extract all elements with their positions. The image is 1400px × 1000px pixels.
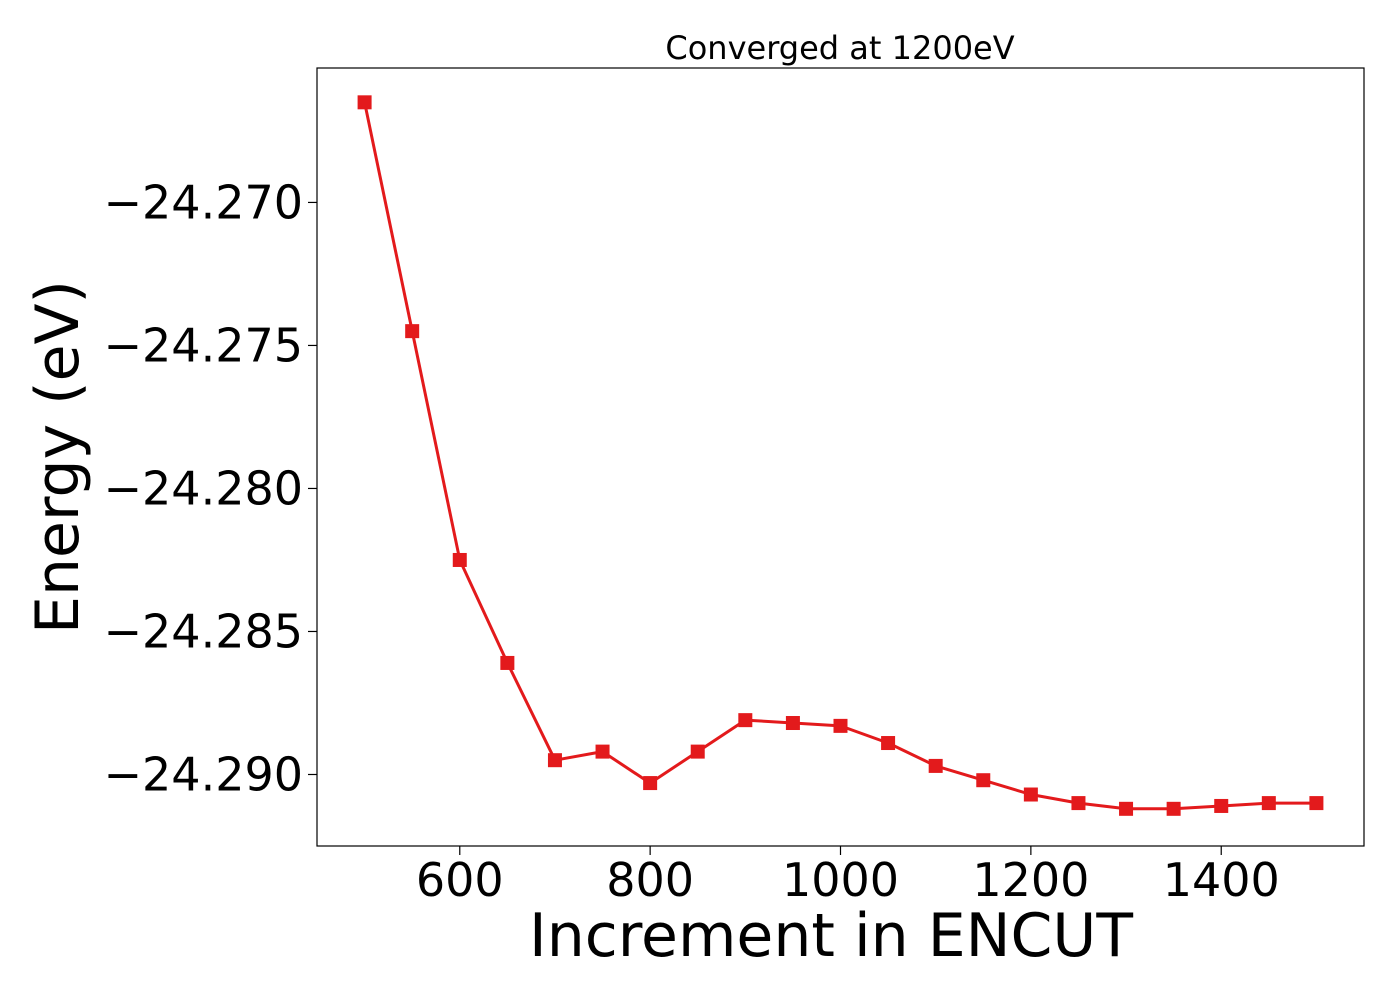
data-point-marker (1309, 796, 1324, 811)
x-tick-label: 600 (416, 853, 504, 907)
x-tick-label: 1000 (782, 853, 899, 907)
chart-title: Converged at 1200eV (665, 29, 1014, 67)
data-point-marker (785, 716, 800, 731)
y-axis: −24.270 −24.275 −24.280 −24.285 −24.290 (104, 175, 317, 801)
data-point-marker (833, 718, 848, 733)
data-point-marker (738, 713, 753, 728)
data-point-marker (452, 552, 467, 567)
data-point-marker (1071, 796, 1086, 811)
data-point-marker (976, 773, 991, 788)
data-point-marker (595, 744, 610, 759)
y-tick-label: −24.270 (104, 175, 304, 229)
data-point-marker (547, 753, 562, 768)
y-axis-label: Energy (eV) (23, 280, 93, 634)
y-tick-label: −24.285 (104, 604, 304, 658)
x-tick-label: 1200 (972, 853, 1089, 907)
x-axis-label: Increment in ENCUT (529, 901, 1133, 971)
y-tick-label: −24.275 (104, 318, 304, 372)
x-axis: 600 800 1000 1200 1400 (416, 846, 1280, 907)
data-point-marker (405, 324, 420, 339)
plot-area (357, 95, 1324, 816)
data-point-marker (500, 655, 515, 670)
data-point-marker (928, 758, 943, 773)
data-point-marker (690, 744, 705, 759)
data-point-marker (881, 736, 896, 751)
x-tick-label: 800 (606, 853, 694, 907)
data-point-marker (1261, 796, 1276, 811)
data-point-marker (1166, 801, 1181, 816)
data-point-marker (643, 776, 658, 791)
data-point-marker (1023, 787, 1038, 802)
x-tick-label: 1400 (1163, 853, 1280, 907)
y-tick-label: −24.280 (104, 461, 304, 515)
data-point-marker (1214, 798, 1229, 813)
data-point-marker (1119, 801, 1134, 816)
data-point-marker (357, 95, 372, 110)
y-tick-label: −24.290 (104, 747, 304, 801)
